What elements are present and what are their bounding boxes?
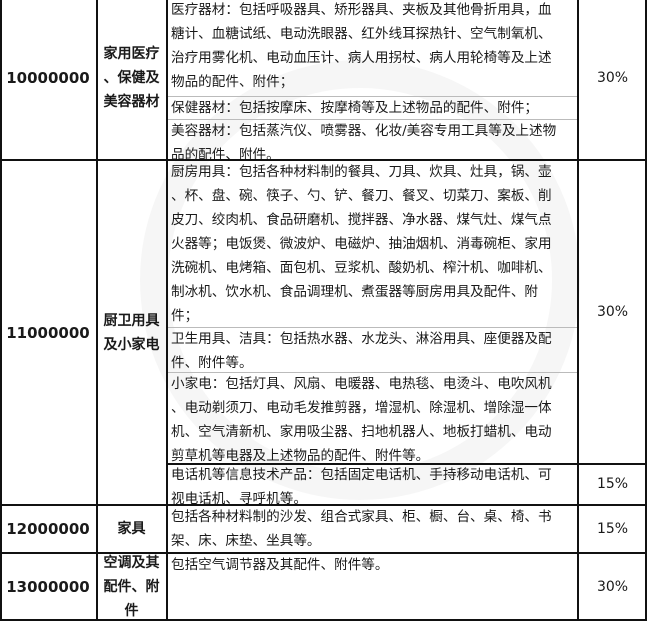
- table-border: [0, 504, 647, 506]
- text-line: 物品的配件、附件；: [171, 74, 294, 90]
- table-border: [167, 96, 578, 97]
- text-line: 空调及其: [103, 555, 160, 571]
- text-line: 包括各种材料制的沙发、组合式家具、柜、橱、台、桌、椅、书: [171, 509, 552, 525]
- text-line: 医疗器材：包括呼吸器具、矫形器具、夹板及其他骨折用具，血: [171, 2, 552, 18]
- table-border: [0, 159, 647, 161]
- category-text: 家具: [118, 517, 146, 541]
- tax-rate: 30%: [596, 303, 629, 320]
- description-item: 卫生用具、洁具：包括热水器、水龙头、淋浴用具、座便器及配 件、附件等。: [167, 327, 578, 372]
- text-line: 、电动剃须刀、电动毛发推剪器，增湿机、除湿机、增除湿一体: [171, 400, 552, 416]
- description-item: 小家电：包括灯具、风扇、电暖器、电热毯、电烫斗、电吹风机 、电动剃须刀、电动毛发推…: [167, 372, 578, 463]
- table-border: [0, 0, 2, 621]
- text-line: 火器等；电饭煲、微波炉、电磁炉、抽油烟机、消毒碗柜、家用: [171, 236, 552, 252]
- description-item: 医疗器材：包括呼吸器具、矫形器具、夹板及其他骨折用具，血 糖计、血糖试纸、电动洗眼…: [167, 0, 578, 99]
- table-border: [96, 0, 98, 621]
- row-code: 12000000: [6, 520, 90, 538]
- description-item: 美容器材：包括蒸汽仪、喷雾器、化妆/美容专用工具等及上述物 品的配件、附件。: [167, 119, 578, 160]
- text-line: 家具: [117, 521, 146, 537]
- row-category: 厨卫用具 及小家电: [96, 160, 167, 505]
- text-line: 包括空气调节器及其配件、附件等。: [171, 557, 389, 573]
- text-line: 件；: [171, 308, 199, 324]
- text-line: 配件、附: [103, 579, 160, 595]
- text-line: 家用医疗: [103, 45, 160, 62]
- text-line: 制冰机、饮水机、食品调理机、煮蛋器等厨房用具及配件、附: [171, 284, 539, 300]
- row-code: 13000000: [6, 578, 90, 596]
- text-line: 视电话机、寻呼机等。: [171, 491, 307, 505]
- category-text: 厨卫用具 及小家电: [104, 309, 160, 357]
- description-item: 保健器材：包括按摩床、按摩椅等及上述物品的配件、附件；: [167, 96, 578, 119]
- description-item: 厨房用具：包括各种材料制的餐具、刀具、炊具、灶具，锅、壶 、杯、盘、碗、筷子、勺、…: [167, 160, 578, 327]
- tax-rate: 15%: [596, 521, 629, 537]
- category-text: 家用医疗、保健及美容器材: [104, 42, 160, 114]
- text-line: 治疗用雾化机、电动血压计、病人用拐杖、病人用轮椅等及上述: [171, 50, 552, 66]
- text-line: 架、床、床垫、坐具等。: [171, 533, 321, 549]
- row-code: 10000000: [6, 68, 90, 87]
- text-line: 小家电：包括灯具、风扇、电暖器、电热毯、电烫斗、电吹风机: [171, 376, 552, 392]
- table-border: [167, 119, 578, 120]
- tax-rate: 30%: [596, 69, 629, 86]
- text-line: 美容器材: [103, 93, 160, 110]
- table-border: [167, 372, 578, 373]
- text-line: 卫生用具、洁具：包括热水器、水龙头、淋浴用具、座便器及配: [171, 331, 552, 347]
- row-category: 空调及其 配件、附件: [96, 553, 167, 621]
- table-border: [0, 552, 647, 554]
- text-line: 电话机等信息技术产品：包括固定电话机、手持移动电话机、可: [171, 467, 552, 483]
- description-item: 包括空气调节器及其配件、附件等。: [167, 553, 578, 621]
- category-text: 空调及其 配件、附件: [104, 551, 160, 623]
- text-line: 糖计、血糖试纸、电动洗眼器、红外线耳探热针、空气制氧机、: [171, 26, 552, 42]
- text-line: 洗碗机、电烤箱、面包机、豆浆机、酸奶机、榨汁机、咖啡机、: [171, 260, 552, 276]
- text-line: 厨卫用具: [103, 312, 160, 329]
- table-border: [0, 619, 647, 621]
- table-border: [166, 0, 168, 621]
- text-line: 厨房用具：包括各种材料制的餐具、刀具、炊具、灶具，锅、壶: [171, 164, 552, 180]
- table-border: [167, 327, 578, 328]
- text-line: 件: [124, 603, 139, 619]
- description-item: 电话机等信息技术产品：包括固定电话机、手持移动电话机、可 视电话机、寻呼机等。: [167, 463, 578, 505]
- text-line: 及小家电: [103, 336, 160, 353]
- text-line: 保健器材：包括按摩床、按摩椅等及上述物品的配件、附件；: [171, 100, 539, 116]
- text-line: 美容器材：包括蒸汽仪、喷雾器、化妆/美容专用工具等及上述物: [171, 123, 557, 139]
- tax-rate: 15%: [596, 476, 629, 492]
- row-category: 家具: [96, 505, 167, 553]
- text-line: 、杯、盘、碗、筷子、勺、铲、餐刀、餐叉、切菜刀、案板、削: [171, 188, 552, 204]
- text-line: 品的配件、附件。: [171, 147, 280, 160]
- table-border: [645, 0, 647, 621]
- table-border: [577, 0, 579, 621]
- row-category: 家用医疗、保健及美容器材: [96, 0, 167, 160]
- text-line: 皮刀、绞肉机、食品研磨机、搅拌器、净水器、煤气灶、煤气点: [171, 212, 552, 228]
- text-line: 剪草机等电器及上述物品的配件、附件等。: [171, 448, 430, 463]
- text-line: 、保健及: [103, 69, 160, 86]
- table-border: [167, 463, 647, 465]
- text-line: 机、空气清新机、家用吸尘器、扫地机器人、地板打蜡机、电动: [171, 424, 552, 440]
- tax-rate: 30%: [596, 579, 629, 595]
- description-item: 包括各种材料制的沙发、组合式家具、柜、橱、台、桌、椅、书 架、床、床垫、坐具等。: [167, 505, 578, 553]
- row-code: 11000000: [6, 323, 90, 342]
- text-line: 件、附件等。: [171, 355, 253, 371]
